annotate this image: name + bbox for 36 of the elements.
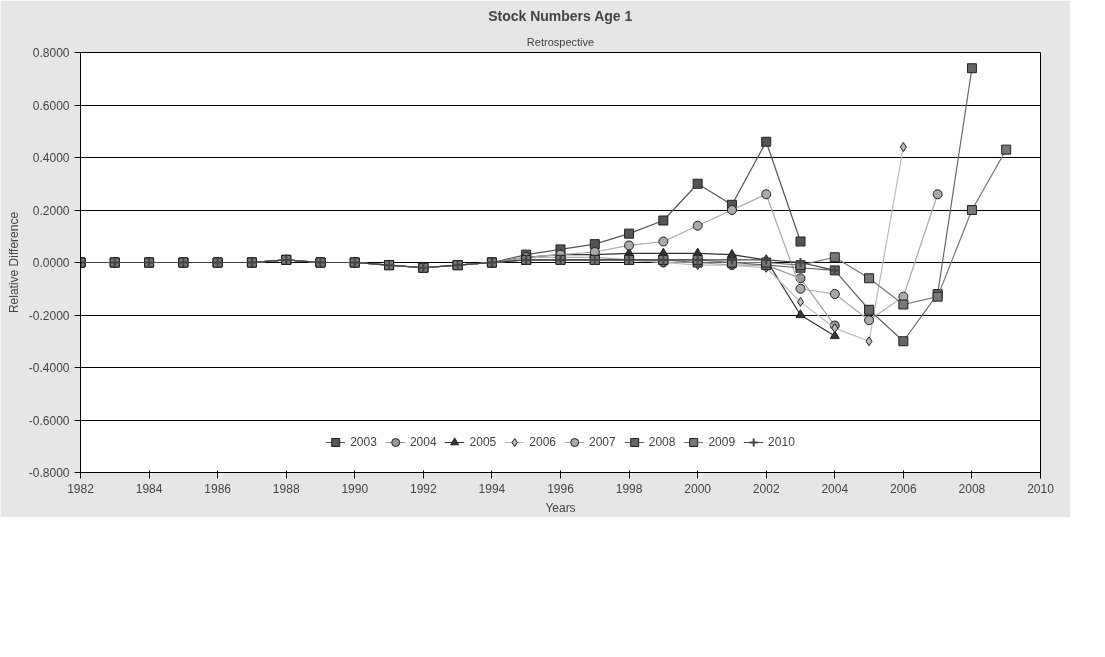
x-tick-label: 1992 [410,481,438,496]
y-tick-label: -0.4000 [28,361,70,375]
x-tick-label: 1988 [272,481,300,496]
x-tick-label: 1990 [341,481,369,496]
legend-label: 2010 [768,435,795,449]
chart-title: Stock Numbers Age 1 [488,7,633,24]
x-tick-label: 2008 [958,481,986,496]
x-tick-label: 1984 [135,481,163,496]
legend-label: 2007 [589,435,616,449]
y-tick-label: 0.6000 [32,98,70,113]
y-tick-label: 0.4000 [32,151,70,165]
x-tick-label: 1982 [67,481,95,496]
y-tick-label: 0.2000 [32,203,70,218]
x-tick-label: 2004 [821,481,849,496]
y-axis-title: Relative Difference [6,211,21,314]
x-tick-label: 2002 [752,481,780,496]
legend-label: 2006 [529,435,556,449]
y-tick-label: 0.0000 [32,256,70,270]
x-tick-label: 2006 [890,481,918,496]
legend-label: 2005 [469,435,497,449]
chart-subtitle: Retrospective [526,35,595,48]
y-tick-label: -0.2000 [28,308,70,323]
legend-label: 2009 [708,435,736,449]
x-tick-label: 1996 [547,481,575,496]
x-tick-label: 2010 [1027,481,1055,496]
x-tick-label: 1998 [615,481,643,496]
legend-label: 2008 [648,435,676,449]
x-tick-label: 1994 [478,481,506,496]
legend-label: 2003 [350,435,377,449]
x-tick-label: 2000 [684,481,712,496]
y-tick-label: -0.6000 [28,413,70,428]
legend-label: 2004 [409,435,437,449]
x-axis-title: Years [545,500,576,515]
x-tick-label: 1986 [204,481,232,496]
y-tick-label: -0.8000 [28,466,70,480]
y-tick-label: 0.8000 [32,46,70,60]
